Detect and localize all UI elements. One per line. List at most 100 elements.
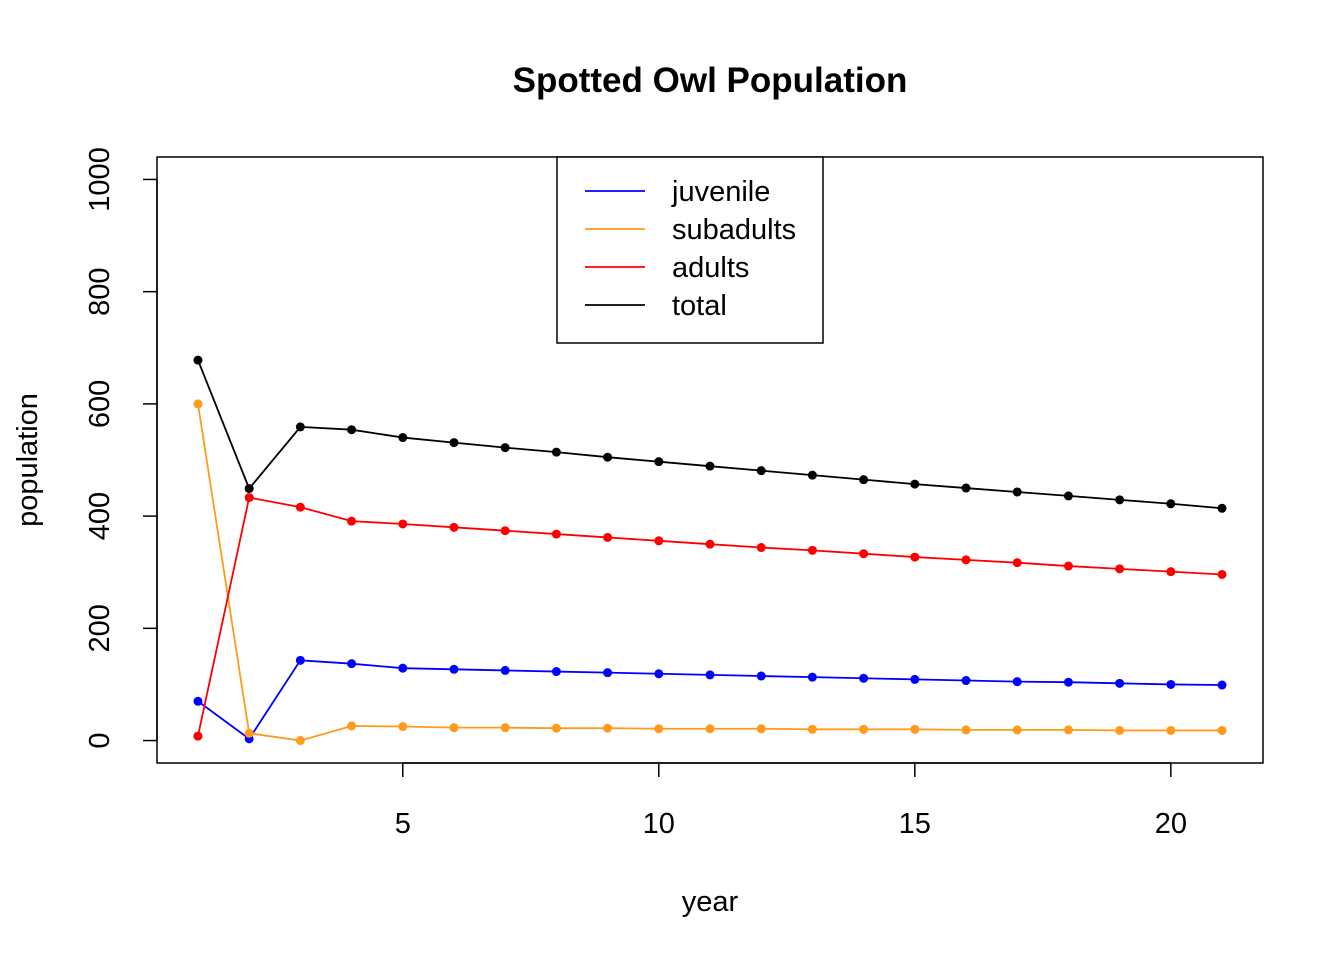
data-point-subadults [705,724,715,734]
data-point-total [449,438,459,448]
data-point-total [244,484,254,494]
data-point-juvenile [193,696,203,706]
data-point-subadults [449,723,459,733]
legend-box [556,156,824,344]
data-point-subadults [1115,725,1125,735]
y-tick-label: 1000 [84,147,116,212]
data-point-juvenile [705,670,715,680]
data-point-juvenile [910,674,920,684]
data-point-adults [910,552,920,562]
series-adults [193,493,1227,741]
data-point-total [500,443,510,453]
data-point-total [705,461,715,471]
data-point-subadults [295,736,305,746]
data-point-adults [398,519,408,529]
data-point-subadults [193,399,203,409]
data-point-adults [859,549,869,559]
data-point-adults [551,529,561,539]
y-axis-label: population [12,393,44,527]
legend: juvenile subadults adults total [556,156,824,344]
y-tick-label: 800 [84,267,116,315]
data-point-subadults [1166,725,1176,735]
data-point-subadults [347,721,357,731]
data-point-adults [449,522,459,532]
data-point-subadults [859,724,869,734]
series-juvenile [193,655,1227,744]
data-point-total [910,479,920,489]
data-point-adults [1115,564,1125,574]
data-point-total [756,466,766,476]
legend-label-subadults: subadults [672,214,796,246]
data-point-juvenile [603,668,613,678]
data-point-adults [756,543,766,553]
data-point-juvenile [961,676,971,686]
data-point-subadults [961,725,971,735]
data-point-adults [244,493,254,503]
data-point-subadults [603,723,613,733]
legend-label-adults: adults [672,252,749,284]
data-point-total [1115,495,1125,505]
y-tick-label: 200 [84,604,116,652]
data-point-total [1063,491,1073,501]
y-tick-label: 0 [84,732,116,748]
data-point-total [1012,487,1022,497]
data-point-subadults [1063,725,1073,735]
y-tick-label: 600 [84,380,116,428]
data-point-total [193,355,203,365]
data-point-adults [1166,567,1176,577]
series-layer [193,355,1227,746]
series-line-adults [197,496,1223,737]
data-point-adults [961,555,971,565]
data-point-total [347,425,357,435]
x-tick-label: 20 [1155,808,1187,840]
data-point-juvenile [756,671,766,681]
data-point-adults [295,502,305,512]
data-point-subadults [551,723,561,733]
x-tick-label: 5 [395,808,411,840]
x-tick-label: 15 [899,808,931,840]
data-point-juvenile [1115,678,1125,688]
data-point-juvenile [1217,680,1227,690]
series-total [193,355,1227,513]
x-axis: 5 10 15 20 [395,762,1187,840]
data-point-adults [1063,561,1073,571]
data-point-total [807,470,817,480]
data-point-adults [603,532,613,542]
data-point-subadults [910,724,920,734]
data-point-total [603,452,613,462]
x-axis-label: year [682,886,739,918]
data-point-juvenile [500,665,510,675]
data-point-juvenile [398,663,408,673]
data-point-subadults [807,724,817,734]
data-point-subadults [1012,725,1022,735]
data-point-total [654,457,664,467]
data-point-total [1166,499,1176,509]
data-point-subadults [654,724,664,734]
data-point-adults [654,536,664,546]
data-point-total [295,422,305,432]
data-point-adults [500,526,510,536]
series-subadults [193,399,1227,746]
data-point-total [551,447,561,457]
data-point-juvenile [449,664,459,674]
data-point-adults [807,545,817,555]
data-point-juvenile [347,659,357,669]
data-point-juvenile [807,672,817,682]
y-axis: 0 200 400 600 800 1000 [84,147,158,749]
chart-title: Spotted Owl Population [513,61,908,100]
data-point-adults [347,516,357,526]
data-point-juvenile [654,669,664,679]
data-point-subadults [244,728,254,738]
data-point-juvenile [1166,679,1176,689]
data-point-subadults [1217,725,1227,735]
data-point-adults [193,731,203,741]
data-point-juvenile [551,667,561,677]
data-point-adults [705,539,715,549]
legend-label-juvenile: juvenile [671,176,770,208]
data-point-juvenile [1012,677,1022,687]
data-point-total [1217,503,1227,513]
data-point-juvenile [1063,677,1073,687]
x-tick-label: 10 [643,808,675,840]
data-point-subadults [756,724,766,734]
